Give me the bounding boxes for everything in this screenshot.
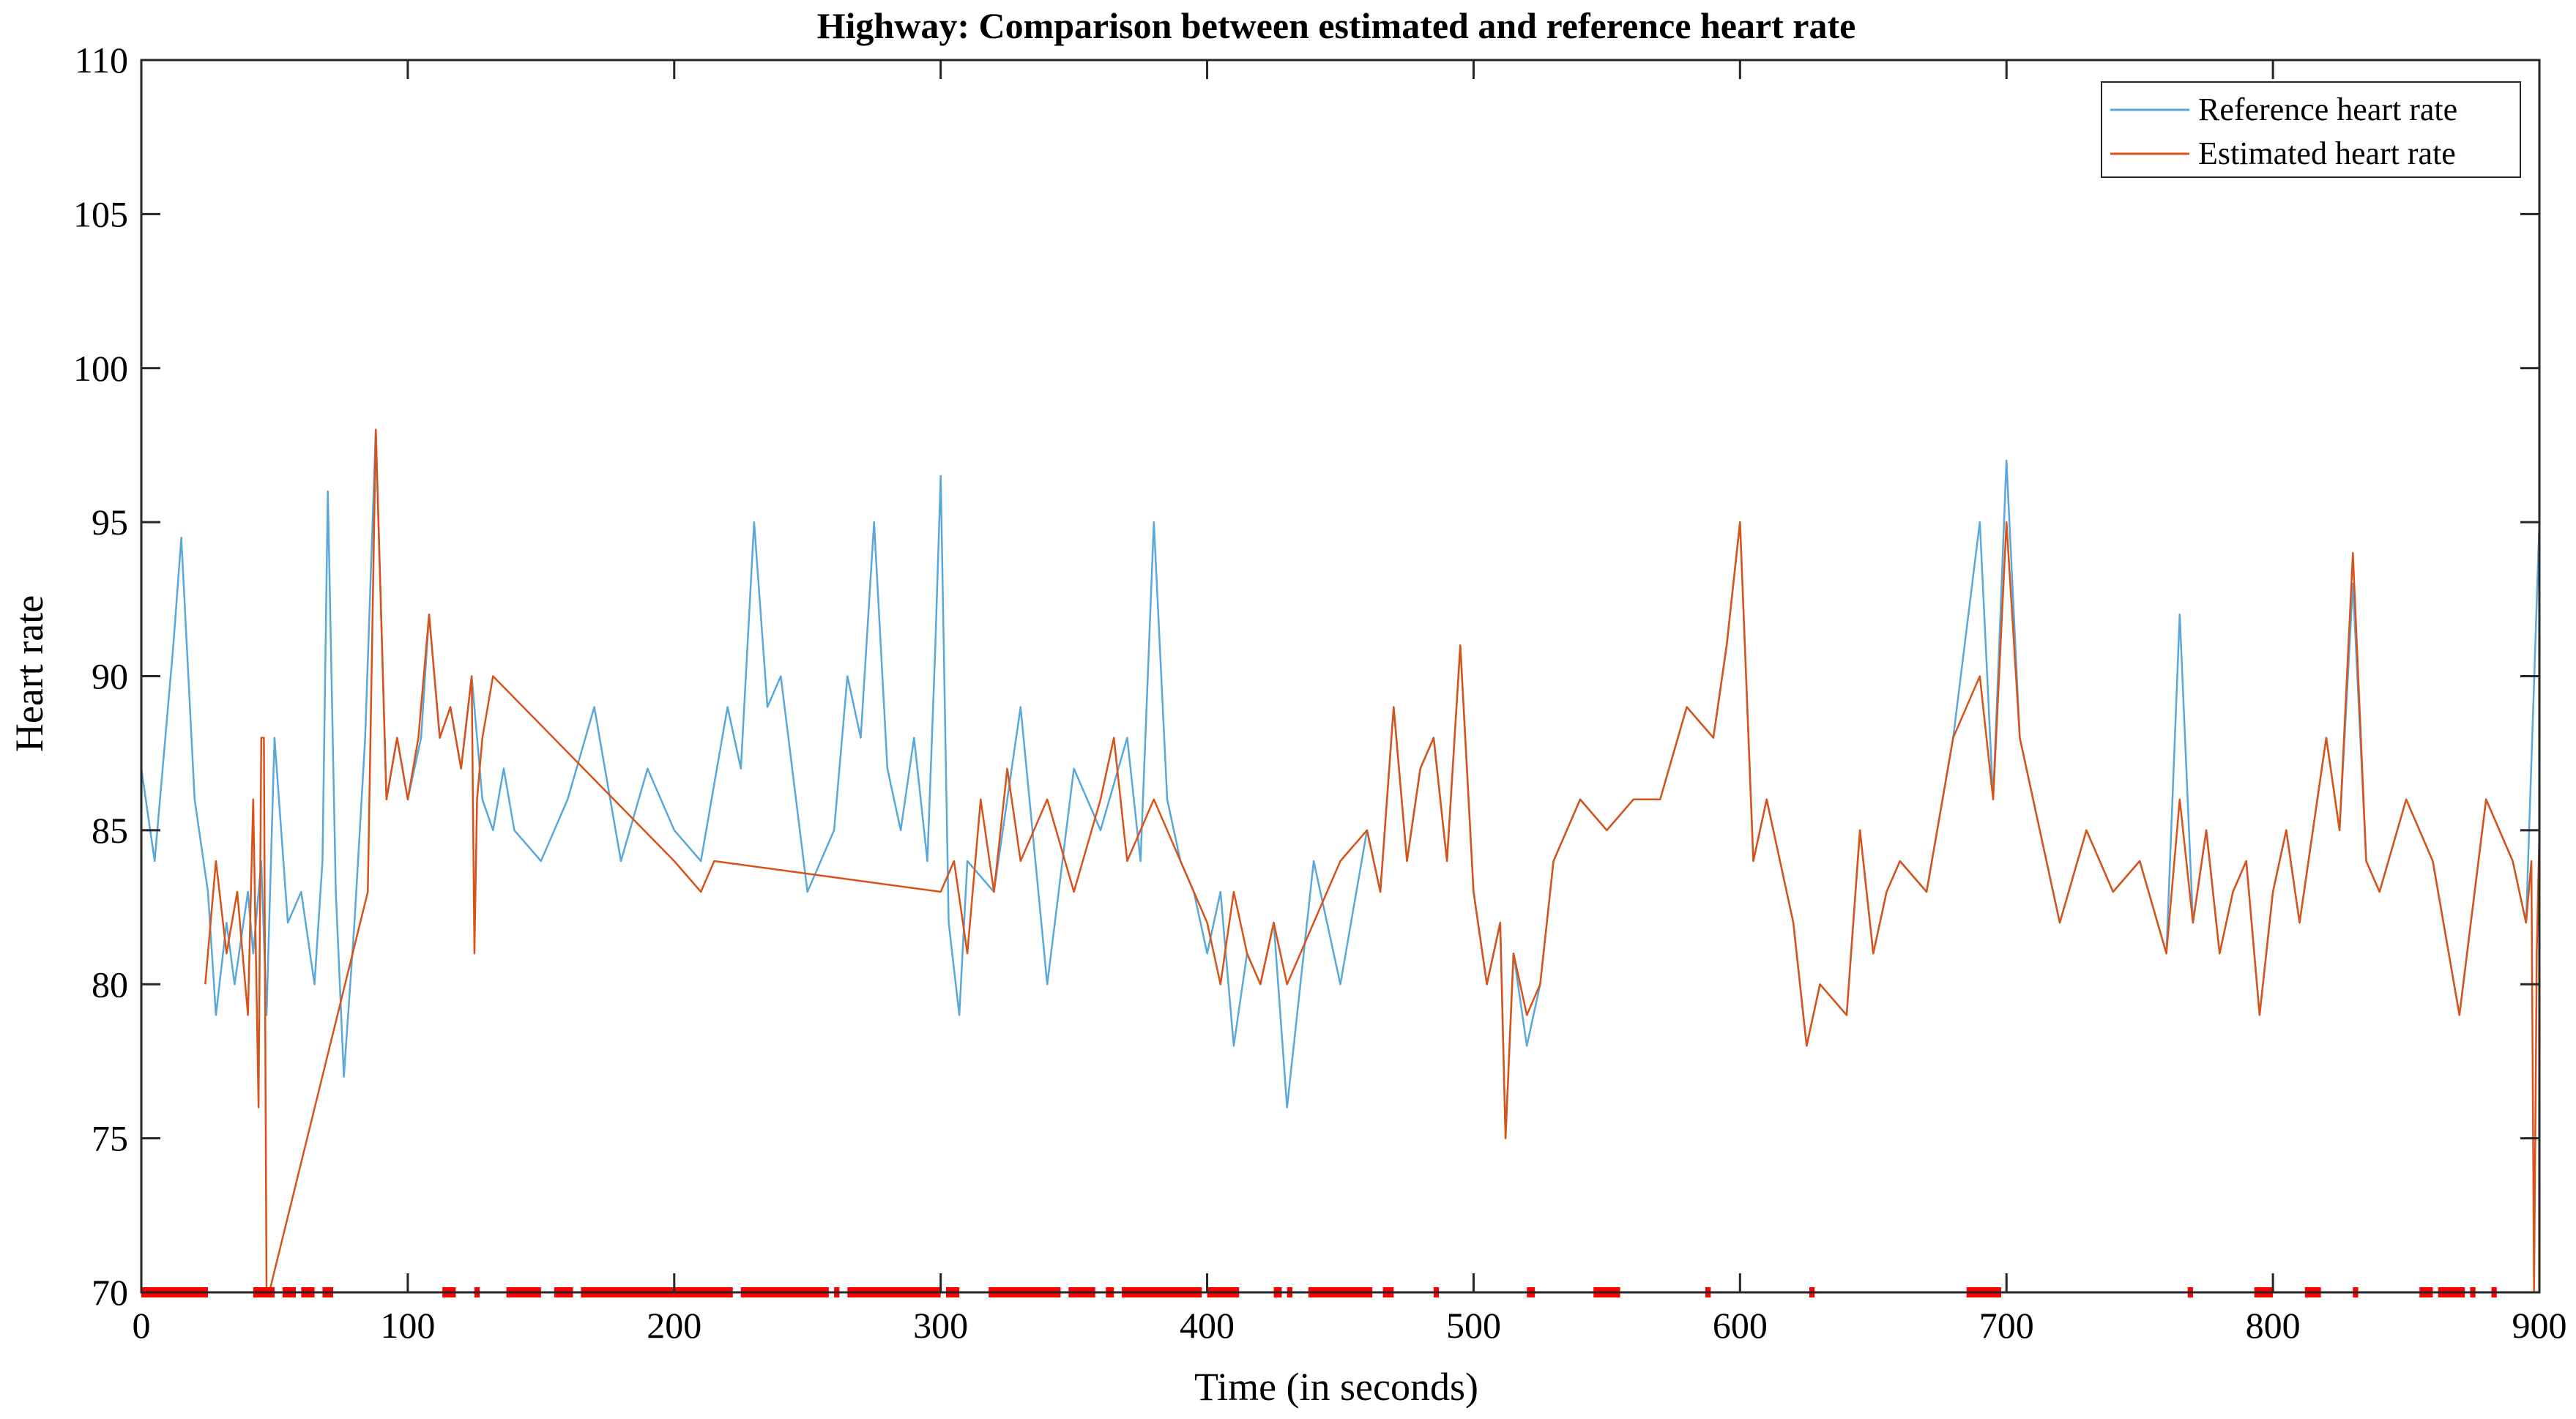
y-tick-label: 110 [75,40,128,81]
legend: Reference heart rate Estimated heart rat… [2101,81,2521,178]
plot-area: 0 100 200 300 400 500 600 700 800 900 70 75 80 85 90 9… [73,40,2567,1346]
estimated-heart-rate-line [204,428,2541,1294]
y-tick-label: 70 [92,1272,128,1313]
legend-box [2101,81,2521,178]
y-axis-ticks: 70 75 80 85 90 95 100 105 110 [73,40,2539,1313]
x-tick-label: 800 [2246,1305,2301,1346]
chart-title: Highway: Comparison between estimated an… [817,5,1856,46]
y-tick-label: 75 [92,1118,128,1159]
y-tick-label: 80 [92,964,128,1005]
y-tick-label: 105 [73,193,128,234]
legend-label-estimated: Estimated heart rate [2198,135,2456,171]
y-tick-label: 85 [92,810,128,851]
y-tick-label: 95 [92,502,128,543]
estimated-series-layer [204,428,2541,1294]
x-tick-label: 200 [647,1305,701,1346]
x-axis-label: Time (in seconds) [1194,1365,1478,1409]
x-axis-ticks: 0 100 200 300 400 500 600 700 800 900 [133,60,2567,1346]
x-tick-label: 0 [133,1305,151,1346]
legend-label-reference: Reference heart rate [2198,92,2457,127]
x-tick-label: 100 [380,1305,435,1346]
x-tick-label: 600 [1713,1305,1768,1346]
plot-frame [141,60,2539,1292]
x-tick-label: 300 [913,1305,968,1346]
x-tick-label: 900 [2512,1305,2567,1346]
x-tick-label: 400 [1180,1305,1235,1346]
y-axis-label: Heart rate [7,595,51,752]
x-tick-label: 700 [1979,1305,2034,1346]
x-tick-label: 500 [1446,1305,1501,1346]
y-tick-label: 100 [73,348,128,389]
y-tick-label: 90 [92,656,128,697]
